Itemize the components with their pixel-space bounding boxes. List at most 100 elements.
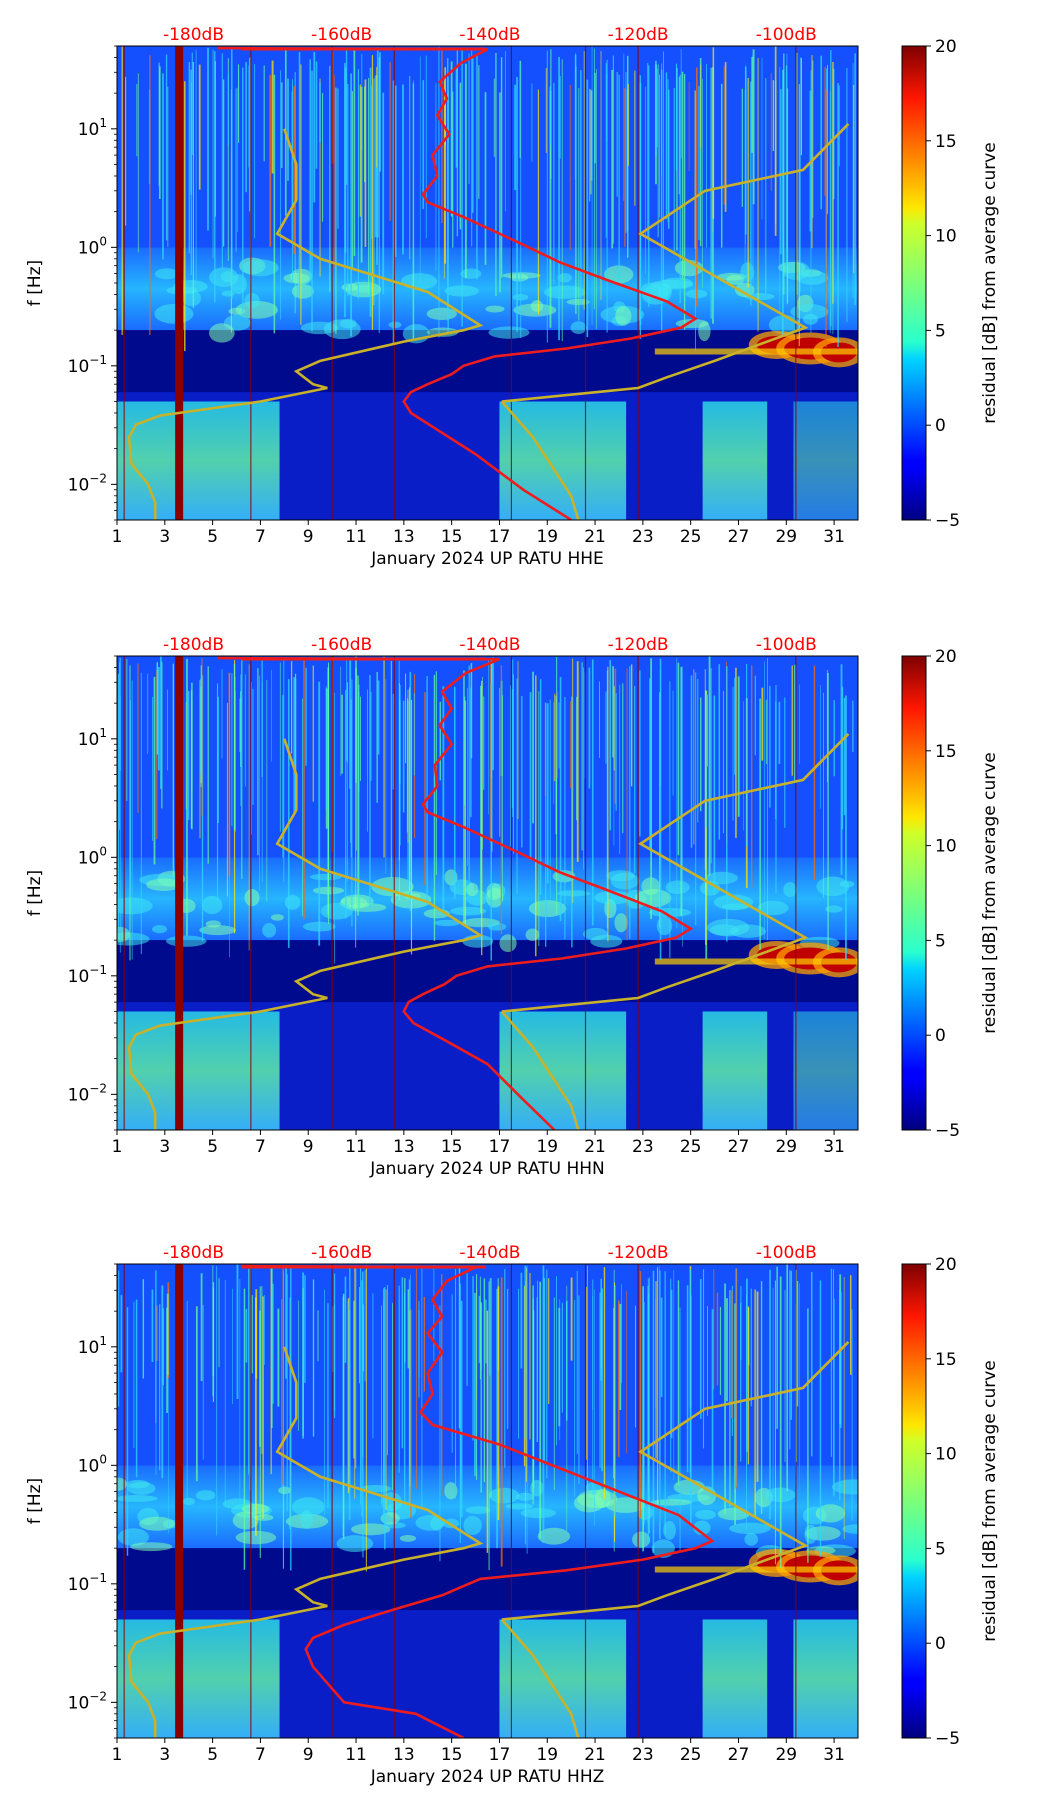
- x-tick-label: 1: [112, 527, 123, 547]
- microseism-blob: [663, 1520, 676, 1540]
- microseism-blob: [726, 274, 745, 285]
- microseism-blob: [460, 268, 482, 279]
- x-tick-label: 19: [536, 1745, 558, 1765]
- microseism-blob: [537, 1527, 571, 1545]
- colorbar-tick-label: 5: [935, 321, 946, 341]
- y-tick-label: 100: [78, 234, 107, 258]
- x-tick-label: 5: [207, 1745, 218, 1765]
- microseism-blob: [707, 918, 750, 937]
- microseism-blob: [582, 927, 609, 941]
- microseism-blob: [831, 1479, 858, 1495]
- y-tick-label-exponent: −2: [89, 1081, 107, 1095]
- colorbar: −5 0 5 10 15 20 residual [dB] from average cur…: [901, 1255, 1000, 1749]
- x-tick-label: 19: [536, 527, 558, 547]
- y-tick-label-exponent: −1: [89, 963, 107, 977]
- low-frequency-block: [117, 401, 280, 520]
- y-tick-label: 10−1: [68, 353, 107, 377]
- x-tick-label: 29: [775, 527, 797, 547]
- data-gap-column: [175, 656, 184, 1130]
- x-tick-label: 17: [489, 1745, 511, 1765]
- y-tick-label-base: 10: [68, 1085, 90, 1105]
- microseism-blob: [341, 283, 358, 292]
- top-db-tick-label: -120dB: [608, 1243, 669, 1263]
- top-db-tick-label: -180dB: [163, 1243, 224, 1263]
- microseism-blob: [722, 903, 749, 910]
- microseism-blob: [816, 876, 850, 897]
- spectrogram-image: [117, 46, 858, 520]
- microseism-blob: [434, 919, 461, 927]
- x-tick-label: 1: [112, 1137, 123, 1157]
- yellow-noise-curve-left: [127, 128, 484, 520]
- microseism-blob: [488, 326, 530, 339]
- x-tick-label: 5: [207, 527, 218, 547]
- top-db-tick-label: -160dB: [311, 635, 372, 655]
- microseism-blob: [509, 273, 529, 282]
- x-tick-label: 17: [489, 527, 511, 547]
- energy-streak: [654, 348, 858, 355]
- microseism-blob: [637, 1505, 653, 1520]
- microseism-blob: [815, 1504, 846, 1523]
- microseism-blob: [241, 259, 279, 277]
- microseism-blob: [320, 902, 353, 920]
- microseism-blob: [615, 306, 632, 326]
- x-tick-label: 1: [112, 1745, 123, 1765]
- x-tick-label: 25: [680, 527, 702, 547]
- yellow-noise-curve-left: [127, 1346, 484, 1738]
- x-axis-label: January 2024 UP RATU HHE: [370, 549, 604, 569]
- red-average-curve: [217, 656, 694, 1130]
- y-tick-label-exponent: 0: [99, 1452, 107, 1466]
- microseism-blob: [530, 300, 544, 313]
- low-frequency-block: [117, 1011, 280, 1130]
- x-tick-label: 15: [441, 1745, 463, 1765]
- y-tick-label-base: 10: [78, 848, 100, 868]
- colorbar-tick-label: 0: [935, 1634, 946, 1654]
- colorbar-tick-label: −5: [935, 511, 960, 531]
- microseism-blob: [594, 890, 633, 905]
- y-tick-label: 101: [78, 1334, 107, 1358]
- x-tick-label: 21: [584, 1137, 606, 1157]
- microseism-blob: [499, 934, 517, 953]
- y-tick-label: 10−1: [68, 963, 107, 987]
- microseism-blob: [262, 923, 277, 938]
- low-frequency-block: [793, 1619, 858, 1738]
- y-tick-label-base: 10: [78, 120, 100, 140]
- x-tick-label: 29: [775, 1137, 797, 1157]
- y-tick-label: 10−2: [68, 471, 107, 495]
- y-tick-label: 101: [78, 726, 107, 750]
- microseism-blob: [336, 1535, 374, 1553]
- low-frequency-block: [702, 1011, 768, 1130]
- colorbar-label: residual [dB] from average curve: [980, 142, 1000, 423]
- y-tick-label-exponent: −2: [89, 471, 107, 485]
- microseism-blob: [291, 284, 314, 299]
- low-frequency-block: [793, 1011, 858, 1130]
- colorbar: −5 0 5 10 15 20 residual [dB] from average cur…: [901, 37, 1000, 531]
- x-tick-label: 31: [823, 1745, 845, 1765]
- y-tick-label-exponent: 1: [99, 116, 107, 130]
- x-tick-label: 27: [728, 1745, 750, 1765]
- microseism-blob: [117, 1494, 158, 1502]
- microseism-blob: [573, 1493, 605, 1513]
- microseism-blob: [695, 1509, 716, 1520]
- microseism-blob: [323, 319, 361, 340]
- x-tick-label: 23: [632, 527, 654, 547]
- data-gap-column: [175, 1264, 184, 1738]
- dark-gap-band: [117, 940, 858, 1003]
- microseism-blob: [757, 900, 789, 916]
- x-tick-label: 11: [345, 527, 367, 547]
- microseism-blob: [291, 1497, 325, 1517]
- yellow-noise-curve-right: [501, 1340, 850, 1621]
- x-tick-label: 3: [159, 527, 170, 547]
- microseism-blob: [606, 870, 635, 882]
- microseism-blob: [606, 1497, 646, 1513]
- y-tick-label-exponent: 1: [99, 1334, 107, 1348]
- colorbar-tick-label: 15: [935, 1350, 957, 1370]
- microseism-blob: [650, 1499, 693, 1506]
- x-tick-label: 7: [255, 1745, 266, 1765]
- y-tick-label: 10−2: [68, 1081, 107, 1105]
- top-db-tick-label: -180dB: [163, 635, 224, 655]
- microseism-blob: [639, 282, 672, 299]
- x-tick-label: 15: [441, 527, 463, 547]
- x-tick-label: 25: [680, 1745, 702, 1765]
- microseism-blob: [842, 1524, 858, 1534]
